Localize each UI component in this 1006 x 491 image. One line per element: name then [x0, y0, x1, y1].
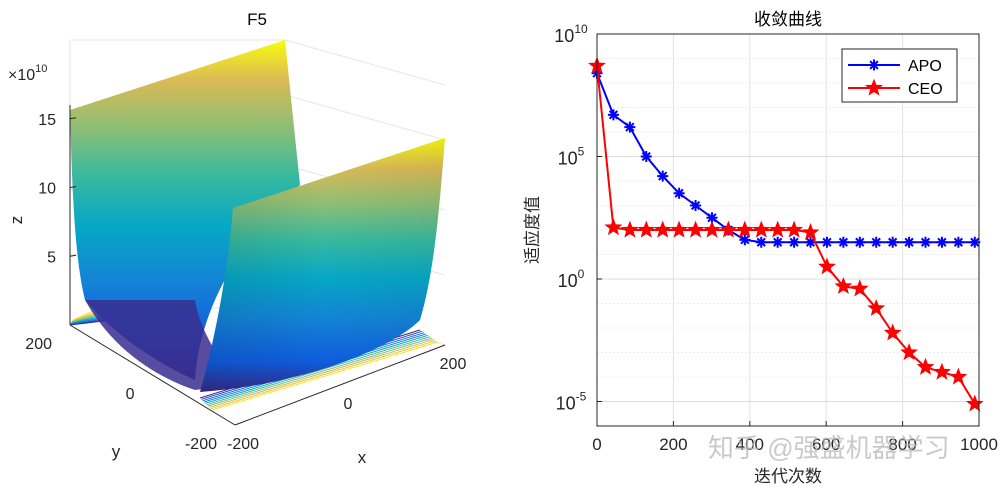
z-tick-mark [69, 254, 77, 257]
data-point-apo [624, 121, 636, 133]
x-tick-label-2d: 1000 [960, 435, 998, 454]
data-point-apo [690, 200, 702, 211]
data-point-apo [739, 234, 751, 246]
data-point-apo [854, 236, 866, 248]
contour-line [210, 340, 437, 410]
legend-box [841, 48, 958, 103]
data-point-apo [837, 236, 849, 248]
data-point-apo [788, 236, 800, 248]
surface-axes [69, 105, 446, 426]
surface-back-wall [70, 40, 300, 380]
contour-line [211, 341, 439, 411]
z-tick-mark [69, 186, 77, 188]
x-axis-label-2d: 迭代次数 [754, 467, 822, 486]
data-point-ceo [883, 323, 902, 341]
y-tick-label: -200 [185, 436, 217, 453]
legend-label: CEO [908, 81, 943, 98]
watermark-text: 知乎 @强盛机器学习 [708, 433, 950, 463]
legend: APO CEO [841, 48, 958, 103]
data-point-ceo [604, 218, 623, 236]
data-point-apo [952, 236, 964, 248]
data-point-ceo [801, 222, 820, 241]
data-point-ceo [735, 220, 754, 238]
data-point-ceo [965, 394, 984, 412]
data-point-ceo [703, 220, 721, 238]
z-tick-label: 5 [47, 249, 56, 266]
x-tick-label-2d: 600 [812, 435, 840, 454]
z-tick-labels: 5 10 15 [38, 112, 56, 267]
data-point-apo [673, 187, 685, 199]
convergence-plot: 0 200 400 600 800 1000 1010 105 100 10-5 收敛曲线 迭代次… [523, 10, 998, 486]
z-axis-label: z [7, 216, 26, 225]
legend-entry-ceo: CEO [848, 78, 943, 98]
y-tick-label-2d: 100 [558, 267, 585, 291]
data-point-apo [607, 109, 619, 121]
data-point-ceo [850, 279, 869, 297]
data-point-ceo [670, 220, 688, 238]
x-tick-label: -200 [227, 436, 259, 453]
data-point-ceo [637, 220, 656, 238]
data-point-apo [657, 170, 669, 182]
x-tick-label-2d: 200 [659, 435, 687, 454]
legend-label: APO [908, 58, 942, 75]
y-tick-label-2d: 105 [558, 145, 585, 169]
data-point-ceo [653, 220, 672, 238]
data-point-ceo [785, 220, 804, 238]
y-tick-label: 0 [126, 386, 135, 403]
contour-line [206, 336, 431, 406]
x-axis-label: x [358, 448, 367, 467]
contour-line [207, 337, 433, 407]
plot-ticks: 0 200 400 600 800 1000 1010 105 100 10-5 [554, 22, 998, 454]
x-tick-labels: -200 0 200 [227, 356, 466, 453]
z-tick-label: 10 [38, 181, 56, 198]
y-axis-label-2d: 适应度值 [523, 196, 542, 264]
surface-trough [85, 300, 235, 390]
data-point-apo [903, 236, 915, 248]
x-tick-label-2d: 0 [592, 435, 601, 454]
y-axis-label: y [112, 442, 121, 461]
data-point-apo [821, 236, 833, 248]
data-point-ceo [818, 257, 836, 275]
data-point-ceo [900, 343, 919, 361]
surface-shading [200, 138, 445, 392]
data-point-ceo [916, 357, 935, 375]
y-tick-labels: 200 0 -200 [25, 336, 217, 453]
data-point-ceo [719, 220, 738, 238]
data-point-apo [969, 236, 981, 248]
plot-frame [596, 33, 980, 427]
x-tick-label-2d: 800 [888, 435, 916, 454]
surface-title: F5 [247, 10, 267, 29]
data-point-apo [870, 236, 882, 248]
data-point-ceo [620, 220, 639, 238]
legend-entry-apo: APO [848, 58, 942, 75]
z-exponent-label: ×1010 [8, 63, 47, 84]
y-tick-label-2d: 10-5 [556, 390, 587, 414]
data-point-apo [772, 236, 784, 248]
plot-title: 收敛曲线 [754, 10, 822, 29]
x-tick-label: 200 [440, 356, 467, 373]
data-point-ceo [768, 220, 787, 238]
data-point-apo [936, 236, 948, 248]
y-tick-label-2d: 1010 [554, 22, 588, 46]
data-point-apo [755, 236, 767, 248]
data-point-ceo [752, 220, 771, 238]
series-apo [591, 67, 981, 248]
data-point-apo [887, 236, 899, 248]
data-point-apo [640, 151, 652, 162]
data-point-ceo [932, 362, 951, 380]
contour-line [209, 338, 435, 408]
z-tick-label: 15 [38, 112, 56, 129]
data-point-ceo [834, 277, 853, 294]
y-tick-label: 200 [25, 336, 52, 353]
data-point-ceo [686, 220, 705, 238]
data-point-ceo [949, 367, 968, 385]
data-point-apo [920, 236, 932, 248]
z-tick-mark [69, 117, 77, 120]
x-tick-label-2d: 400 [736, 435, 764, 454]
data-point-ceo [867, 299, 886, 317]
x-tick-label: 0 [344, 396, 353, 413]
surface-plot: 5 10 15 -200 0 200 200 0 -200 F5 z x y ×1010 [7, 10, 466, 467]
